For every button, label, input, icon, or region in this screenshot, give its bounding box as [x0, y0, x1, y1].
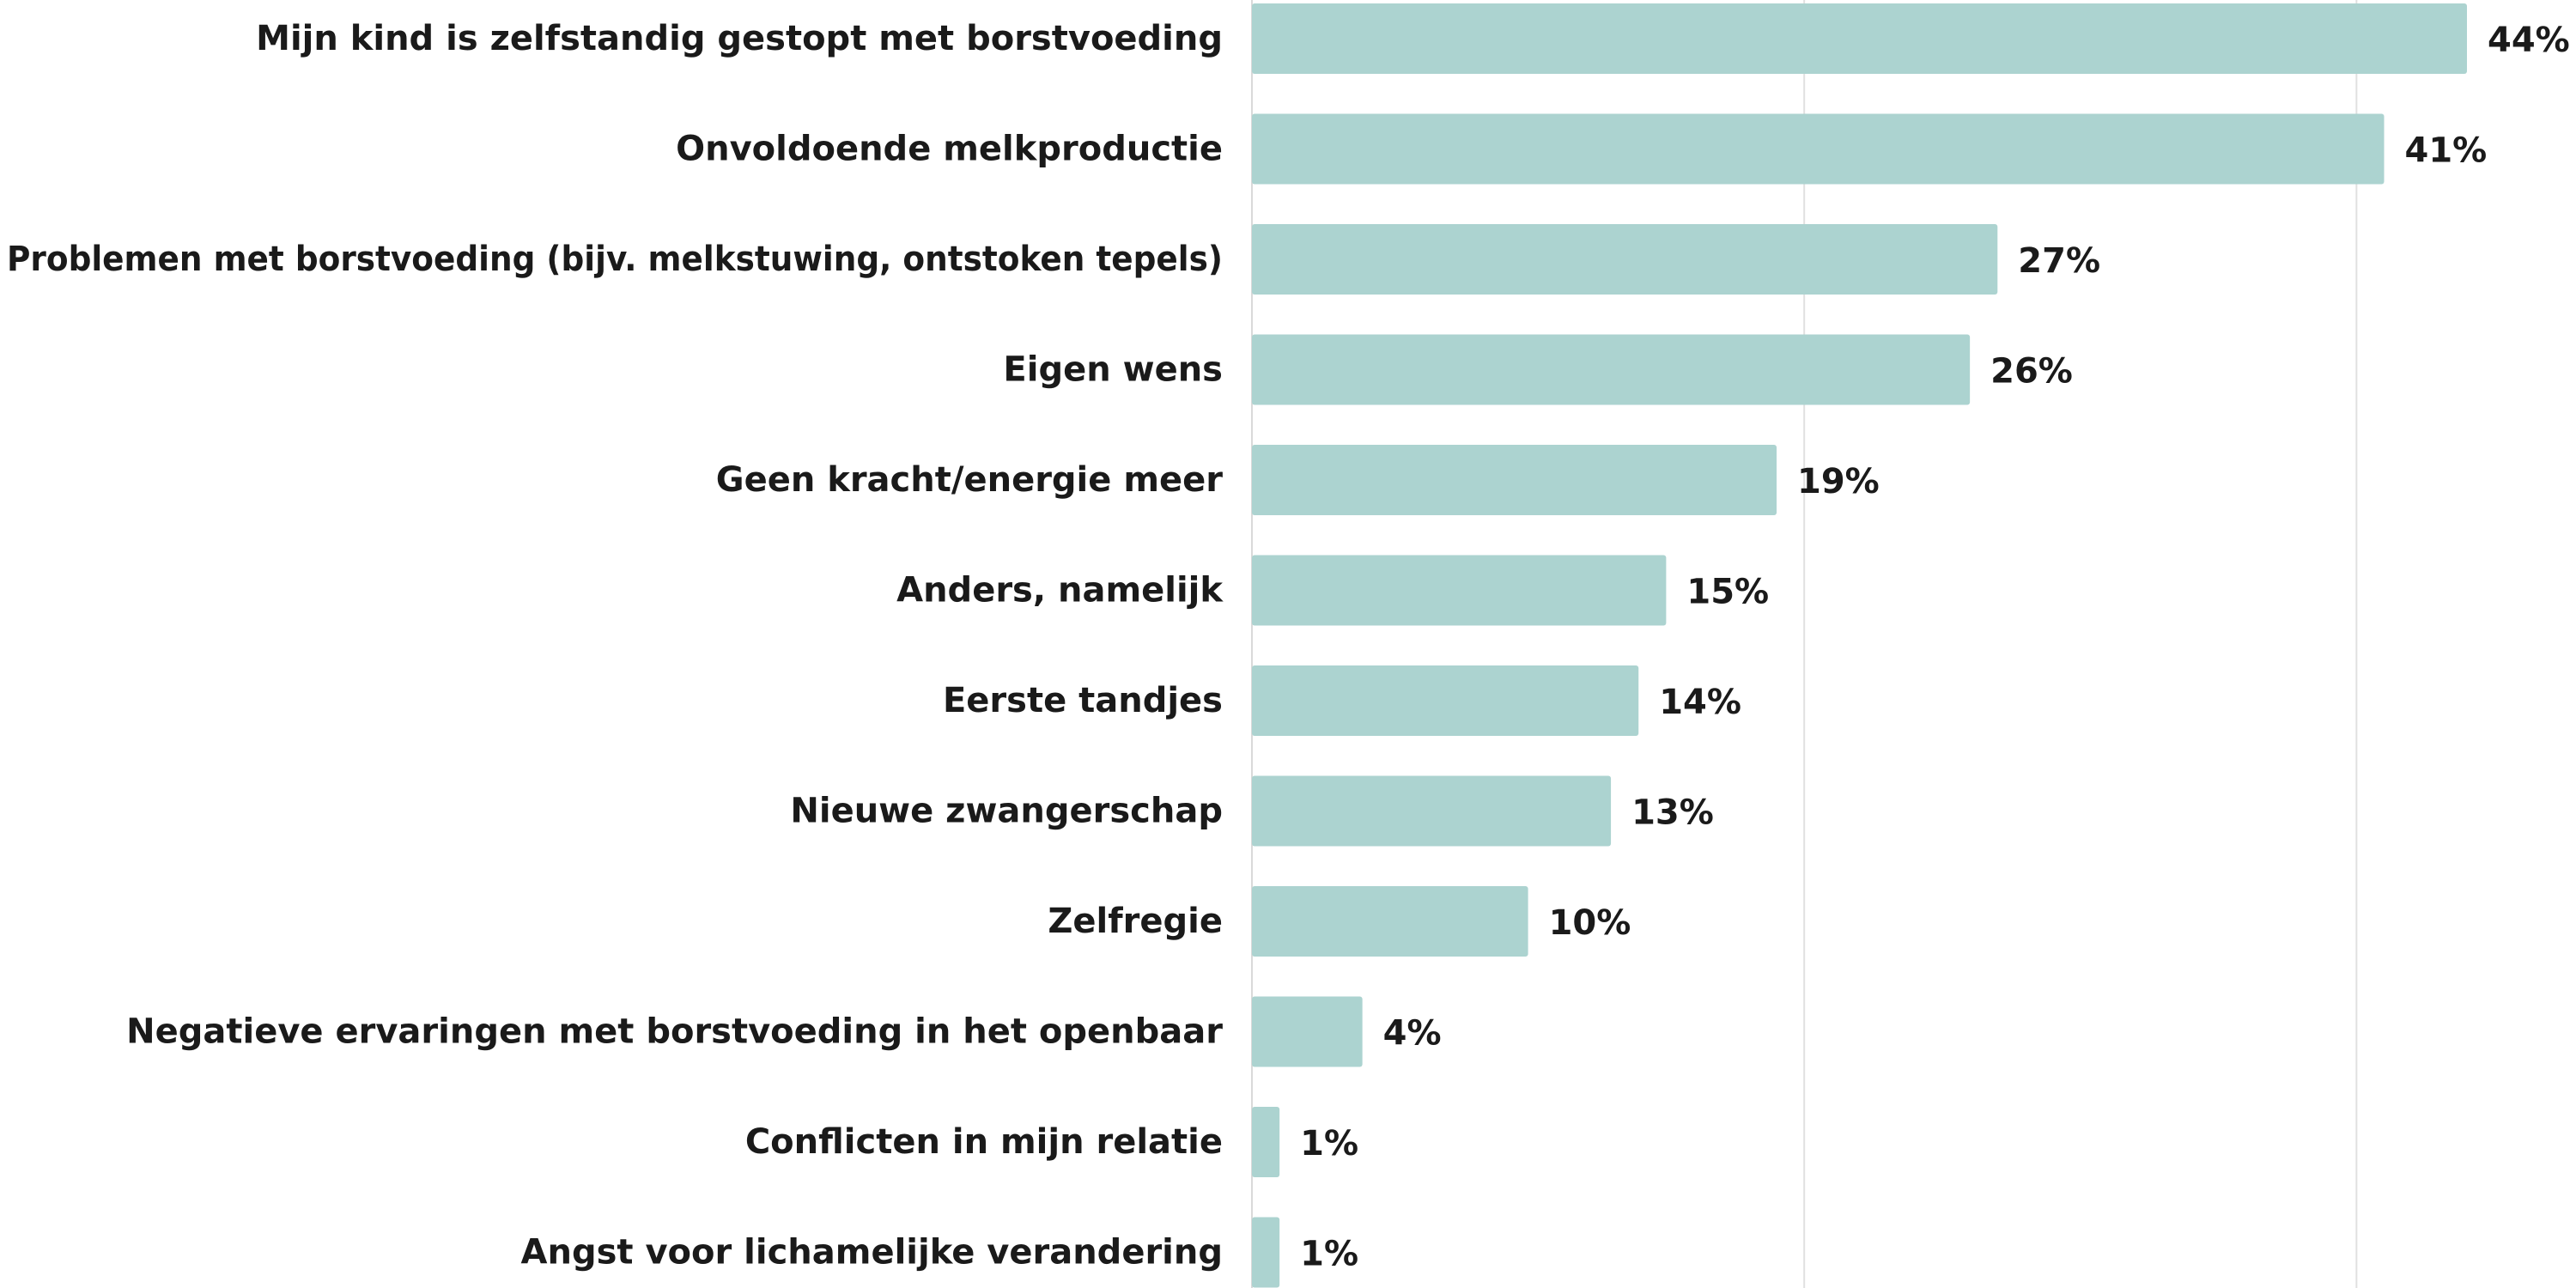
- category-label-9: Negatieve ervaringen met borstvoeding in…: [126, 1012, 1223, 1052]
- category-label-1: Onvoldoende melkproductie: [676, 130, 1223, 169]
- value-label-4: 19%: [1797, 462, 1880, 501]
- bar-9: [1252, 996, 1363, 1067]
- bar-8: [1252, 886, 1528, 957]
- value-label-7: 13%: [1631, 793, 1714, 833]
- value-label-10: 1%: [1300, 1124, 1358, 1163]
- bar-3: [1252, 334, 1971, 405]
- category-label-11: Angst voor lichamelijke verandering: [521, 1233, 1223, 1273]
- value-label-0: 44%: [2488, 21, 2570, 60]
- category-label-4: Geen kracht/energie meer: [716, 460, 1224, 500]
- value-label-9: 4%: [1383, 1014, 1442, 1054]
- value-label-5: 15%: [1686, 573, 1769, 612]
- bar-2: [1252, 224, 1998, 295]
- category-label-6: Eerste tandjes: [943, 681, 1223, 720]
- bar-10: [1252, 1107, 1280, 1177]
- category-label-7: Nieuwe zwangerschap: [790, 792, 1223, 831]
- bar-0: [1252, 3, 2467, 74]
- value-label-2: 27%: [2018, 241, 2100, 281]
- value-label-1: 41%: [2405, 131, 2488, 171]
- bar-5: [1252, 555, 1667, 626]
- category-label-5: Anders, namelijk: [896, 571, 1224, 611]
- value-label-8: 10%: [1549, 903, 1631, 943]
- category-label-3: Eigen wens: [1003, 350, 1223, 390]
- gridlines: [1251, 0, 2358, 1288]
- value-labels: 44% 41% 27% 26% 19% 15% 14% 13% 10% 4% 1% 1%: [1300, 21, 2570, 1274]
- value-label-11: 1%: [1300, 1235, 1358, 1274]
- bar-7: [1252, 775, 1612, 847]
- category-labels: Mijn kind is zelfstandig gestopt met bor…: [7, 19, 1224, 1273]
- bar-11: [1252, 1217, 1280, 1288]
- category-label-2: Problemen met borstvoeding (bijv. melkst…: [7, 240, 1223, 279]
- value-label-3: 26%: [1990, 352, 2073, 392]
- category-label-8: Zelfregie: [1048, 902, 1223, 941]
- value-label-6: 14%: [1659, 683, 1741, 722]
- category-label-0: Mijn kind is zelfstandig gestopt met bor…: [256, 19, 1223, 58]
- bar-4: [1252, 445, 1777, 515]
- bar-1: [1252, 113, 2385, 185]
- bar-6: [1252, 665, 1639, 736]
- bars: [1252, 3, 2467, 1288]
- category-label-10: Conflicten in mijn relatie: [745, 1122, 1223, 1162]
